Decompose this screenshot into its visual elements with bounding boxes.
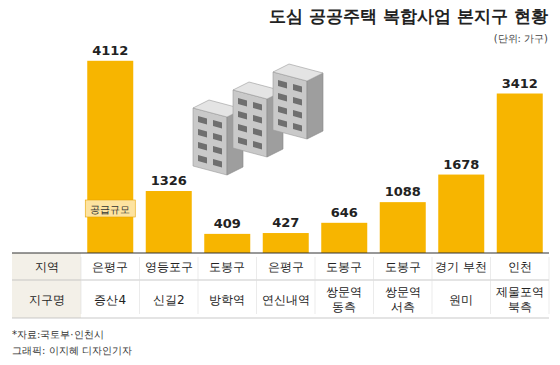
column-separator [549, 257, 550, 314]
data-label: 1678 [443, 157, 479, 172]
column-separator [198, 257, 199, 314]
building-window [278, 80, 287, 88]
tick-label: 쌍문역동측 [326, 285, 362, 314]
bar [146, 191, 192, 253]
building-window [293, 123, 302, 131]
data-label: 1326 [151, 173, 187, 188]
bar [438, 175, 484, 253]
building-window [198, 129, 207, 137]
title: 도심 공공주택 복합사업 본지구 현황 [269, 6, 548, 26]
credit: 그래픽: 이지혜 디자인기자 [12, 345, 132, 356]
building-window [213, 159, 222, 167]
column-separator [432, 257, 433, 314]
region-label: 영등포구 [145, 260, 193, 274]
building-window [278, 119, 287, 127]
column-separator [81, 257, 82, 314]
building-window [293, 84, 302, 92]
region-label: 도봉구 [326, 260, 362, 274]
region-label: 인천 [508, 260, 532, 274]
region-label: 은평구 [268, 260, 304, 274]
bar [263, 233, 309, 253]
building-window [293, 97, 302, 105]
data-label: 646 [331, 205, 358, 220]
tick-label: 연신내역 [262, 293, 310, 307]
building-window [238, 124, 247, 132]
tick-label: 쌍문역서측 [385, 285, 421, 314]
bar [497, 94, 543, 253]
annotation: 공급규모 [90, 204, 130, 215]
building-window [213, 120, 222, 128]
building-window [253, 102, 262, 110]
building-window [278, 106, 287, 114]
region-label: 도봉구 [209, 260, 245, 274]
building-window [213, 146, 222, 154]
row-label: 지구명 [29, 293, 65, 307]
tick-label: 방학역 [209, 293, 245, 307]
building-window [238, 111, 247, 119]
chart-container: 도심 공공주택 복합사업 본지구 현황 (단위: 가구) 4112 1326 409 42… [0, 0, 560, 365]
row-header-bg [12, 253, 81, 318]
building-window [278, 93, 287, 101]
data-labels: 4112 1326 409 427 646 1088 1678 3412 [92, 43, 538, 231]
bar [321, 223, 367, 253]
data-label: 1088 [385, 184, 421, 199]
bar [204, 234, 250, 253]
building-front [233, 90, 267, 157]
building-window [253, 128, 262, 136]
building-window [238, 98, 247, 106]
data-label: 427 [272, 215, 299, 230]
column-separator [373, 257, 374, 314]
region-label: 은평구 [92, 260, 128, 274]
region-label: 도봉구 [385, 260, 421, 274]
data-label: 4112 [92, 43, 128, 58]
bars [87, 61, 543, 253]
tick-label: 원미 [449, 293, 473, 307]
row-separator [12, 280, 549, 281]
region-label: 경기 부천 [435, 260, 487, 274]
building-side [307, 73, 323, 139]
row-separator [12, 318, 549, 319]
row-label: 지역 [35, 260, 59, 274]
building-window [198, 116, 207, 124]
tick-label: 신길2 [153, 293, 185, 307]
building-illustration [193, 64, 323, 175]
bar [87, 61, 133, 253]
baseline [12, 252, 549, 253]
tick-label: 제물포역북측 [496, 285, 544, 314]
tick-label: 증산4 [94, 293, 126, 307]
building-top [273, 64, 323, 81]
column-separator [490, 257, 491, 314]
subtitle: (단위: 가구) [494, 33, 548, 44]
building-window [213, 133, 222, 141]
chart-svg: 도심 공공주택 복합사업 본지구 현황 (단위: 가구) 4112 1326 409 42… [0, 0, 560, 365]
column-separator [139, 257, 140, 314]
annotation-box [85, 200, 135, 217]
building-front [193, 108, 227, 175]
data-label: 409 [214, 216, 241, 231]
building-window [198, 155, 207, 163]
category-table: 지역지구명 은평구 영등포구 도봉구 은평구 도봉구 도봉구 경기 부천 인천증산4 신길2 방학역… [12, 253, 549, 318]
source: *자료:국토부·인천시 [12, 329, 104, 340]
building-window [253, 141, 262, 149]
column-separator [315, 257, 316, 314]
building-window [238, 137, 247, 145]
bar [380, 202, 426, 253]
building-window [293, 110, 302, 118]
building-window [198, 142, 207, 150]
data-label: 3412 [502, 76, 538, 91]
building-front [273, 72, 307, 139]
column-separator [256, 257, 257, 314]
building-window [253, 115, 262, 123]
